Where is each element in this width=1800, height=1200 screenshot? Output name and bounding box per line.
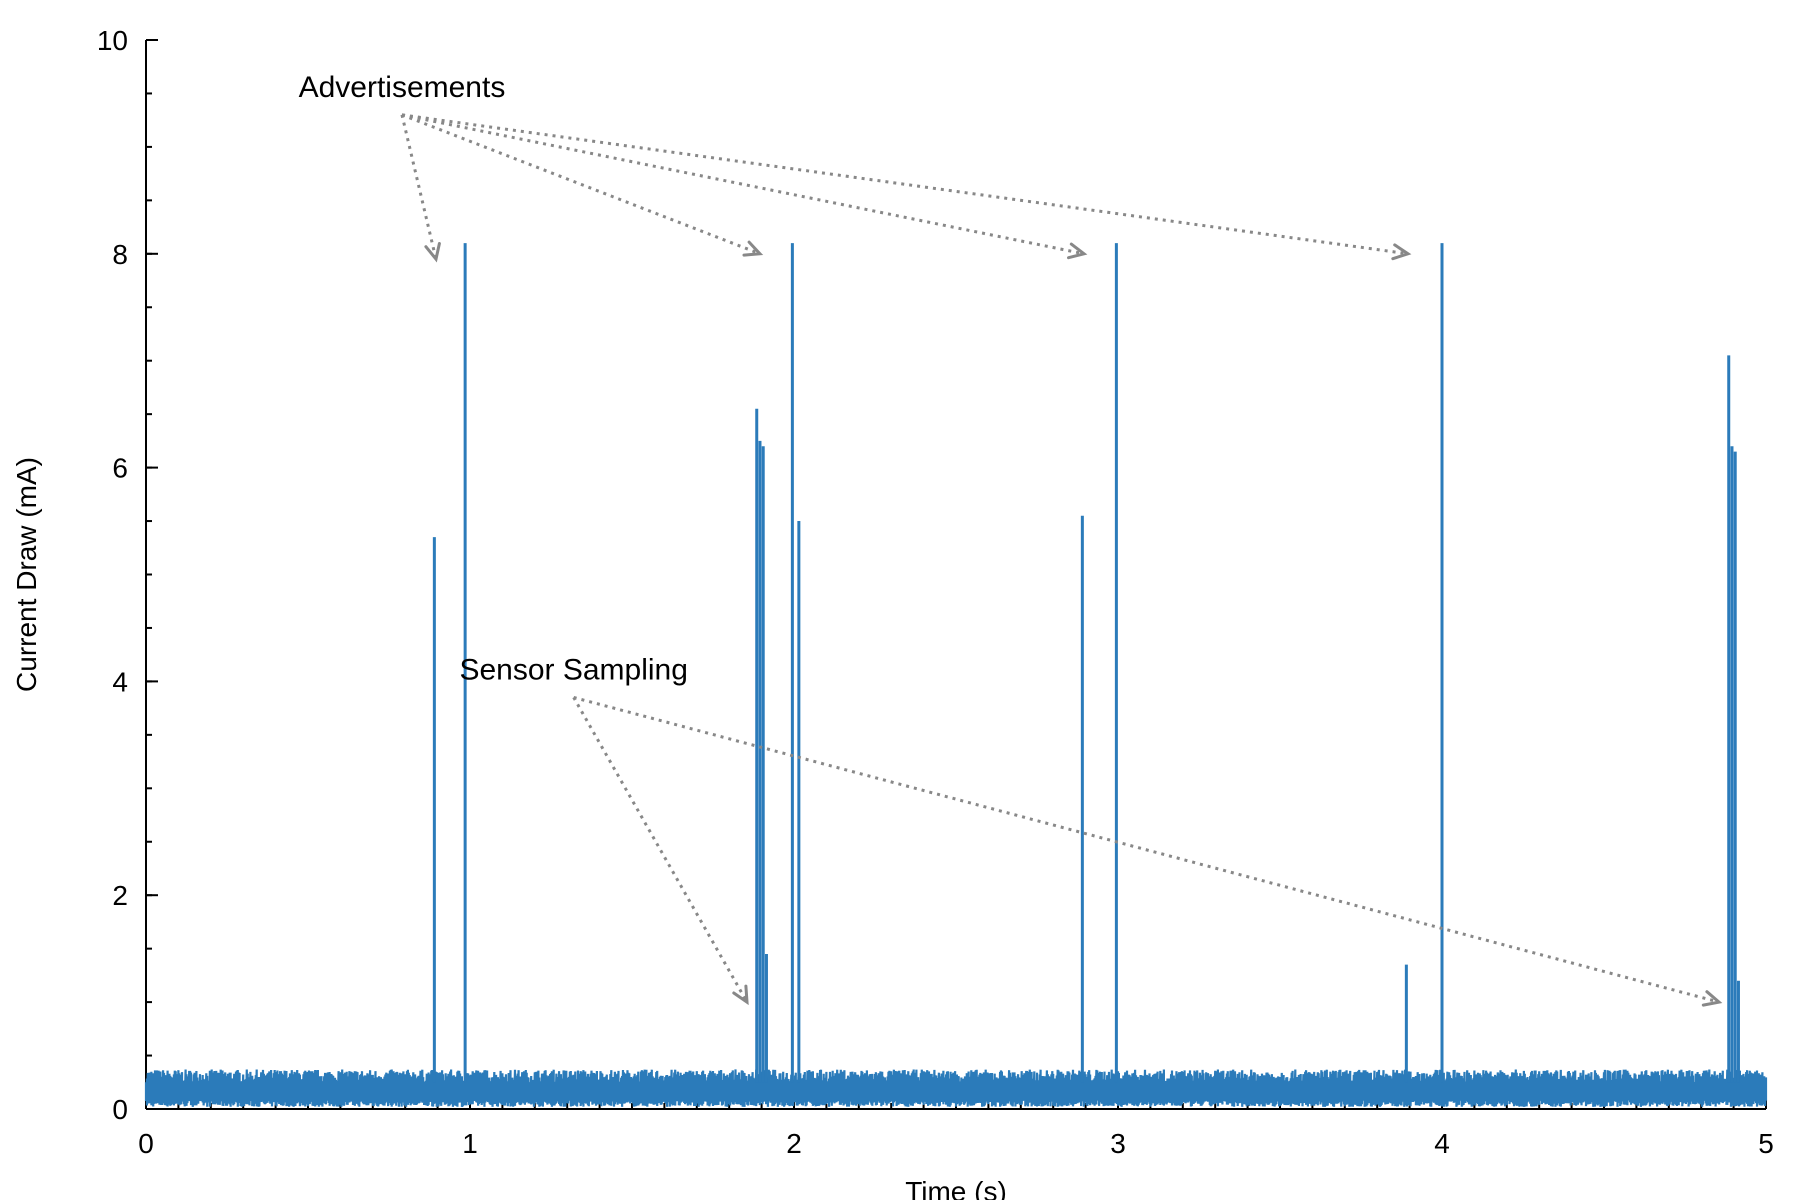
annotation-arrow (573, 695, 1720, 1004)
advertisements-label: Advertisements (299, 71, 506, 104)
axes: 0 2 4 6 8 10 0 1 2 3 4 5 (97, 25, 1774, 1159)
arrow-head-icon (1067, 242, 1088, 260)
y-tick-label: 10 (97, 25, 128, 56)
x-tick-label: 4 (1434, 1128, 1450, 1159)
y-tick-label: 4 (112, 666, 128, 697)
annotation-arrow (401, 113, 1409, 256)
sensor-sampling-label: Sensor Sampling (459, 653, 687, 686)
series-baseline-trace (144, 1069, 1768, 1107)
y-tick-label: 8 (112, 239, 128, 270)
y-tick-label: 0 (112, 1094, 128, 1125)
arrow-head-icon (732, 984, 749, 1006)
annotation-arrow (401, 113, 1085, 256)
x-tick-label: 3 (1110, 1128, 1126, 1159)
annotation-arrow (400, 114, 438, 260)
arrow-head-icon (1391, 243, 1412, 261)
annotations: Advertisements Sensor Sampling (299, 71, 1723, 1007)
arrow-head-icon (742, 240, 764, 257)
arrow-head-icon (1701, 990, 1723, 1007)
series-group (144, 243, 1768, 1107)
y-tick-label: 2 (112, 880, 128, 911)
annotation-arrow (401, 113, 761, 256)
x-tick-label: 2 (786, 1128, 802, 1159)
arrow-head-icon (424, 242, 441, 263)
y-tick-label: 6 (112, 453, 128, 484)
annotation-arrow (572, 696, 749, 1003)
x-tick-label: 5 (1758, 1128, 1774, 1159)
y-axis-label: Current Draw (mA) (11, 457, 42, 692)
x-axis-label: Time (s) (905, 1176, 1007, 1200)
x-tick-label: 0 (138, 1128, 154, 1159)
x-tick-label: 1 (462, 1128, 478, 1159)
